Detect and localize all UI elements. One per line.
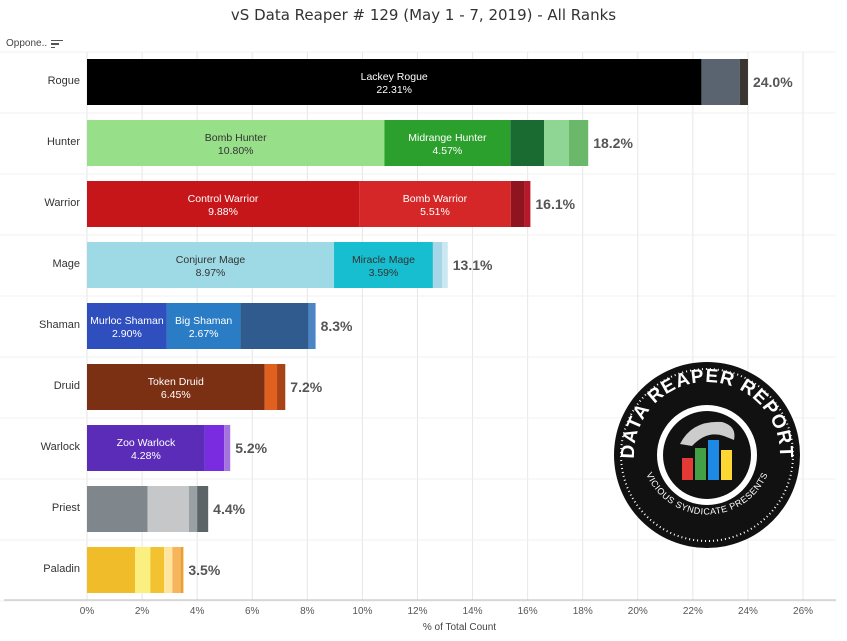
bar-segment [87,59,702,105]
row-label-shaman: Shaman [39,319,80,331]
bar-segment [87,120,385,166]
bar-segment [172,547,181,593]
bar-segment [442,242,448,288]
bar-segment [204,425,225,471]
x-tick-label: 10% [352,606,372,617]
segment-value-label: 2.67% [189,328,219,340]
segment-value-label: 2.90% [112,328,142,340]
sort-icon[interactable] [51,39,64,49]
x-tick-label: 20% [628,606,648,617]
bar-segment [135,547,151,593]
row-label-rogue: Rogue [47,75,80,87]
row-total-label: 24.0% [753,74,793,90]
bar-segment [224,425,231,471]
segment-value-label: 22.31% [376,84,412,96]
bar-chart-icon [682,440,732,480]
x-tick-label: 22% [683,606,703,617]
bar-segment [524,181,531,227]
bar-segment [510,120,545,166]
data-reaper-logo: DATA REAPER REPORT VICIOUS SYNDICATE PRE… [614,362,800,548]
segment-value-label: 3.59% [369,267,399,279]
bar-segment [87,242,335,288]
chart-title: vS Data Reaper # 129 (May 1 - 7, 2019) -… [230,6,617,24]
x-axis-title: % of Total Count [422,622,497,633]
segment-value-label: 10.80% [218,145,254,157]
bar-segment [308,303,316,349]
x-tick-label: 0% [80,606,95,617]
bar-segment [87,547,136,593]
segment-name-label: Bomb Warrior [403,193,468,205]
segment-name-label: Conjurer Mage [176,254,246,266]
segment-value-label: 5.51% [420,206,450,218]
bar-segment [87,425,205,471]
row-total-label: 18.2% [593,135,633,151]
row-total-label: 13.1% [453,257,493,273]
bar-segment [87,303,167,349]
bar-segment [87,181,360,227]
segment-name-label: Midrange Hunter [408,132,487,144]
x-tick-label: 4% [190,606,205,617]
bar-segment [147,486,189,532]
x-tick-label: 24% [738,606,758,617]
bar-segment [180,547,184,593]
row-total-label: 8.3% [321,318,353,334]
x-tick-label: 26% [793,606,813,617]
segment-name-label: Token Druid [148,376,204,388]
row-label-priest: Priest [51,502,80,514]
x-tick-label: 2% [135,606,150,617]
opponent-header-label: Oppone.. [6,38,48,49]
x-tick-label: 18% [573,606,593,617]
x-tick-label: 12% [407,606,427,617]
row-label-mage: Mage [52,258,80,270]
x-tick-label: 14% [463,606,483,617]
row-label-warlock: Warlock [40,441,80,453]
row-label-warrior: Warrior [44,197,80,209]
segment-name-label: Lackey Rogue [361,71,428,83]
bar-segment [166,303,241,349]
bar-segment [739,59,748,105]
row-label-druid: Druid [53,380,80,392]
bar-segment [384,120,511,166]
segment-value-label: 6.45% [161,389,191,401]
row-total-label: 16.1% [535,196,575,212]
segment-name-label: Bomb Hunter [205,132,267,144]
bar-segment [432,242,443,288]
bar-segment [544,120,569,166]
bar-segment [87,486,148,532]
bar-segment [164,547,173,593]
segment-value-label: 4.57% [432,145,462,157]
bar-segment [510,181,525,227]
bar-segment [334,242,433,288]
x-tick-label: 16% [518,606,538,617]
segment-name-label: Control Warrior [188,193,259,205]
row-total-label: 5.2% [235,440,267,456]
row-total-label: 3.5% [188,562,220,578]
bar-segment [150,547,165,593]
bar-segment [240,303,309,349]
bar-segment [197,486,209,532]
segment-value-label: 9.88% [208,206,238,218]
segment-name-label: Murloc Shaman [90,315,164,327]
row-label-hunter: Hunter [46,136,80,148]
segment-value-label: 4.28% [131,450,161,462]
opponent-column-header[interactable]: Oppone.. [6,38,64,49]
bar-segment [188,486,198,532]
segment-name-label: Zoo Warlock [117,437,176,449]
bar-segment [277,364,286,410]
segment-value-label: 8.97% [196,267,226,279]
bar-segment [359,181,511,227]
x-tick-label: 8% [300,606,315,617]
row-total-label: 4.4% [213,501,245,517]
x-tick-label: 6% [245,606,260,617]
bar-segment [264,364,278,410]
bar-segment [87,364,265,410]
bar-segment [568,120,589,166]
row-total-label: 7.2% [290,379,322,395]
row-label-paladin: Paladin [43,563,80,575]
segment-name-label: Big Shaman [175,315,232,327]
bar-segment [701,59,740,105]
segment-name-label: Miracle Mage [352,254,415,266]
